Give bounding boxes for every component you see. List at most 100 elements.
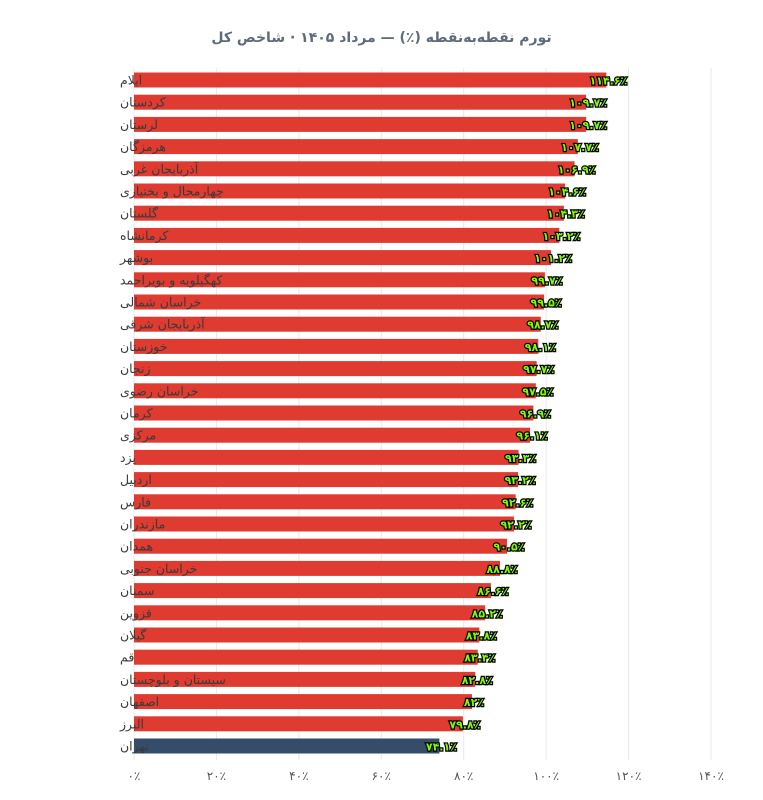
category-label: کرمان [120,406,153,422]
x-tick-label: ۰٪ [128,769,141,783]
category-label: چهارمحال و بختیاری [120,184,224,200]
bar [134,72,607,88]
category-label: سیستان و بلوچستان [120,672,226,688]
value-label: ۱۰۶.۹٪ [558,163,596,176]
category-label: یزد [120,450,136,466]
category-label: تهران [120,739,149,755]
value-label: ۹۹.۵٪ [531,297,562,310]
value-label: ۱۰۹.۷٪ [569,97,607,110]
chart-title: تورم نقطه‌به‌نقطه (٪) — مرداد ۱۴۰۵ · شاخ… [211,30,552,46]
value-label: ۸۶.۶٪ [477,585,508,598]
bar [134,205,564,221]
value-label: ۱۰۱.۲٪ [534,252,572,265]
value-label: ۹۶.۹٪ [520,408,551,421]
category-label: کردستان [120,95,166,111]
x-tick-label: ۱۴۰٪ [698,769,724,783]
bar [134,183,566,199]
category-label: آذربایجان غربی [120,161,199,177]
value-label: ۱۰۴.۳٪ [547,208,585,221]
bar [134,649,478,665]
bar [134,472,519,488]
bar [134,383,536,399]
value-label: ۸۸.۸٪ [486,563,517,576]
category-label: لرستان [120,117,158,133]
category-label: همدان [120,539,153,554]
bar [134,583,491,599]
value-label: ۷۹.۸٪ [449,718,480,731]
value-label: ۹۲.۲٪ [500,519,531,532]
value-label: ۱۰۳.۲٪ [542,230,580,243]
value-label: ۹۶.۱٪ [517,430,548,443]
category-label: البرز [119,716,144,732]
bar [134,516,514,532]
category-label: کهگیلویه و بویراحمد [120,272,222,288]
bar [134,405,534,421]
bar [134,227,560,243]
value-label: ۹۸.۷٪ [527,319,558,332]
value-label: ۹۲.۶٪ [502,496,533,509]
category-label: مرکزی [120,428,156,444]
category-label: خوزستان [120,339,167,355]
category-label: بوشهر [119,250,153,266]
value-label: ۱۱۴.۶٪ [589,75,627,88]
bar [134,272,545,288]
category-label: فارس [120,494,151,510]
x-tick-label: ۱۲۰٪ [616,769,642,783]
category-label: خراسان جنوبی [120,561,197,577]
bar [134,116,587,132]
bar [134,361,537,377]
value-label: ۹۷.۷٪ [523,363,554,376]
x-tick-label: ۱۰۰٪ [533,769,559,783]
value-label: ۹۸.۱٪ [525,341,556,354]
category-label: قم [120,650,134,666]
category-label: خراسان رضوی [120,383,198,399]
category-label: کرمانشاه [120,228,168,244]
bar [134,538,507,554]
bar [134,671,476,687]
x-tick-label: ۲۰٪ [207,769,226,783]
category-label: گلستان [120,206,158,221]
category-label: اردبیل [120,472,152,488]
value-label: ۸۳.۴٪ [464,652,495,665]
category-label: مازندران [120,517,165,533]
bar [134,738,440,754]
bar [134,161,575,177]
bar [134,449,519,465]
x-tick-label: ۸۰٪ [454,769,473,783]
category-label: گیلان [120,628,146,643]
value-label: ۸۵.۲٪ [472,607,503,620]
bar [134,427,531,443]
category-label: ایلام [120,73,142,88]
value-label: ۹۳.۲٪ [505,474,536,487]
x-tick-label: ۴۰٪ [289,769,308,783]
bar [134,94,587,110]
bar [134,494,516,510]
category-label: آذربایجان شرقی [120,317,205,333]
category-label: خراسان شمالی [120,295,201,311]
value-label: ۹۹.۷٪ [531,274,562,287]
x-tick-label: ۶۰٪ [372,769,391,783]
value-label: ۹۰.۵٪ [493,541,524,554]
value-label: ۸۳.۸٪ [466,630,497,643]
value-label: ۸۲.۸٪ [462,674,493,687]
value-label: ۹۷.۵٪ [522,385,553,398]
bar [134,560,500,576]
value-label: ۱۰۴.۶٪ [548,186,586,199]
value-label: ۹۳.۳٪ [505,452,536,465]
value-label: ۷۴.۱٪ [426,741,457,754]
category-label: هرمزگان [120,139,166,155]
value-label: ۱۰۷.۷٪ [561,141,599,154]
bar [134,605,486,621]
category-label: قزوین [120,605,152,621]
category-label: سمنان [120,583,154,598]
category-label: اصفهان [120,694,159,710]
category-label: زنجان [120,361,151,377]
bar [134,294,545,310]
bar [134,316,541,332]
bar [134,338,539,354]
bar [134,250,552,266]
value-label: ۱۰۹.۷٪ [569,119,607,132]
bar [134,139,578,155]
bar [134,627,480,643]
